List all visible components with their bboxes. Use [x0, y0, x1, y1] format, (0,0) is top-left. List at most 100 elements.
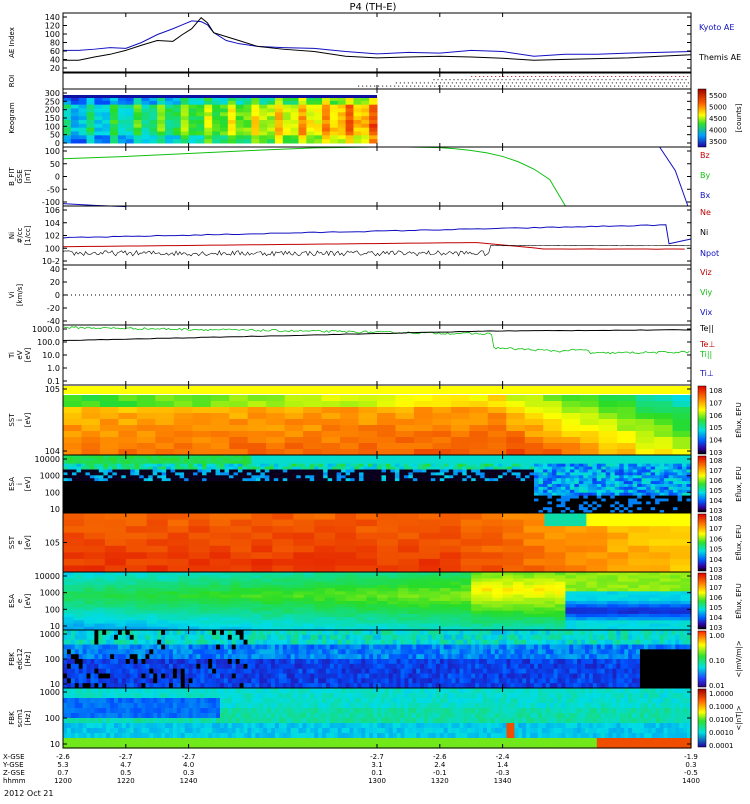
- spectrogram-cell: [596, 475, 602, 479]
- spectrogram-cell: [192, 437, 212, 444]
- spectrogram-cell: [412, 455, 418, 459]
- spectrogram-cell: [340, 407, 360, 414]
- spectrogram-cell: [242, 507, 248, 511]
- spectrogram-cell: [421, 495, 427, 500]
- spectrogram-cell: [561, 431, 581, 438]
- spectrogram-cell: [682, 466, 688, 471]
- keogram-cell: [180, 104, 190, 109]
- spectrogram-cell: [623, 457, 629, 462]
- spectrogram-cell: [264, 478, 270, 482]
- keogram-cell: [337, 116, 347, 121]
- spectrogram-cell: [104, 581, 116, 586]
- spectrogram-cell: [314, 475, 320, 479]
- spectrogram-cell: [321, 431, 341, 438]
- spectrogram-cell: [547, 472, 553, 476]
- spectrogram-cell: [502, 601, 514, 605]
- spectrogram-cell: [220, 620, 232, 625]
- keogram-cell: [125, 139, 135, 144]
- spectrogram-cell: [202, 472, 208, 476]
- spectrogram-cell: [408, 475, 414, 479]
- spectrogram-cell: [356, 597, 368, 602]
- spectrogram-cell: [356, 565, 378, 573]
- spectrogram-cell: [83, 594, 95, 599]
- spectrogram-cell: [408, 601, 420, 605]
- spectrogram-cell: [305, 504, 311, 508]
- spectrogram-cell: [444, 486, 450, 491]
- spectrogram-cell: [230, 539, 252, 547]
- spectrogram-cell: [264, 475, 270, 479]
- spectrogram-cell: [498, 510, 504, 514]
- spectrogram-cell: [592, 507, 598, 511]
- spectrogram-cell: [430, 478, 436, 482]
- spectrogram-cell: [242, 481, 248, 485]
- spectrogram-cell: [98, 492, 104, 497]
- keogram-cell: [133, 123, 142, 129]
- spectrogram-cell: [323, 501, 329, 505]
- spectrogram-cell: [202, 466, 208, 471]
- spectrogram-cell: [67, 504, 73, 508]
- spectrogram-cell: [506, 395, 526, 402]
- keogram-cell: [227, 116, 237, 121]
- spectrogram-cell: [76, 510, 82, 514]
- spectrogram-cell: [596, 510, 602, 514]
- spectrogram-cell: [534, 478, 540, 482]
- spectrogram-cell: [116, 481, 122, 485]
- keogram-cell: [70, 104, 80, 109]
- spectrogram-cell: [605, 457, 611, 462]
- spectrogram-cell: [366, 594, 378, 599]
- spectrogram-cell: [664, 489, 670, 494]
- spectrogram-cell: [121, 495, 127, 500]
- spectrogram-cell: [233, 460, 239, 465]
- spectrogram-cell: [335, 594, 347, 599]
- spectrogram-cell: [115, 584, 127, 589]
- spectrogram-cell: [544, 572, 556, 576]
- spectrogram-cell: [107, 472, 113, 476]
- spectrogram-cell: [230, 591, 242, 596]
- spectrogram-cell: [418, 565, 441, 573]
- spectrogram-cell: [524, 443, 544, 450]
- spectrogram-cell: [303, 604, 315, 609]
- keogram-cell: [157, 104, 166, 109]
- spectrogram-cell: [242, 478, 248, 482]
- spectrogram-cell: [284, 395, 304, 402]
- spectrogram-cell: [471, 504, 477, 508]
- spectrogram-cell: [63, 565, 85, 573]
- spectrogram-cell: [220, 597, 232, 602]
- spectrogram-cell: [345, 504, 351, 508]
- spectrogram-cell: [115, 623, 127, 628]
- spectrogram-cell: [502, 455, 508, 459]
- spectrogram-cell: [98, 486, 104, 491]
- spectrogram-cell: [309, 507, 315, 511]
- spectrogram-cell: [596, 626, 608, 631]
- spectrogram-cell: [543, 419, 563, 426]
- spectrogram-cell: [605, 478, 611, 482]
- spectrogram-cell: [228, 507, 235, 511]
- spectrogram-cell: [264, 460, 270, 465]
- spectrogram-cell: [525, 510, 531, 514]
- spectrogram-cell: [125, 466, 131, 471]
- spectrogram-cell: [293, 607, 305, 612]
- spectrogram-cell: [224, 489, 230, 494]
- spectrogram-cell: [287, 455, 293, 459]
- spectrogram-cell: [628, 626, 640, 631]
- spectrogram-cell: [335, 620, 347, 625]
- spectrogram-cell: [269, 498, 275, 502]
- spectrogram-cell: [592, 492, 598, 497]
- spectrogram-cell: [502, 513, 525, 521]
- keogram-cell: [149, 139, 158, 144]
- spectrogram-cell: [136, 607, 148, 612]
- spectrogram-cell: [408, 469, 414, 473]
- spectrogram-cell: [385, 510, 392, 514]
- spectrogram-cell: [237, 466, 244, 471]
- spectrogram-cell: [623, 501, 629, 505]
- spectrogram-cell: [450, 419, 470, 426]
- spectrogram-cell: [403, 463, 409, 468]
- spectrogram-cell: [266, 419, 286, 426]
- spectrogram-cell: [460, 558, 483, 567]
- spectrogram-cell: [103, 472, 109, 476]
- spectrogram-cell: [569, 498, 575, 502]
- spectrogram-cell: [300, 486, 306, 491]
- spectrogram-cell: [381, 481, 387, 485]
- spectrogram-cell: [184, 489, 190, 494]
- spectrogram-cell: [118, 431, 138, 438]
